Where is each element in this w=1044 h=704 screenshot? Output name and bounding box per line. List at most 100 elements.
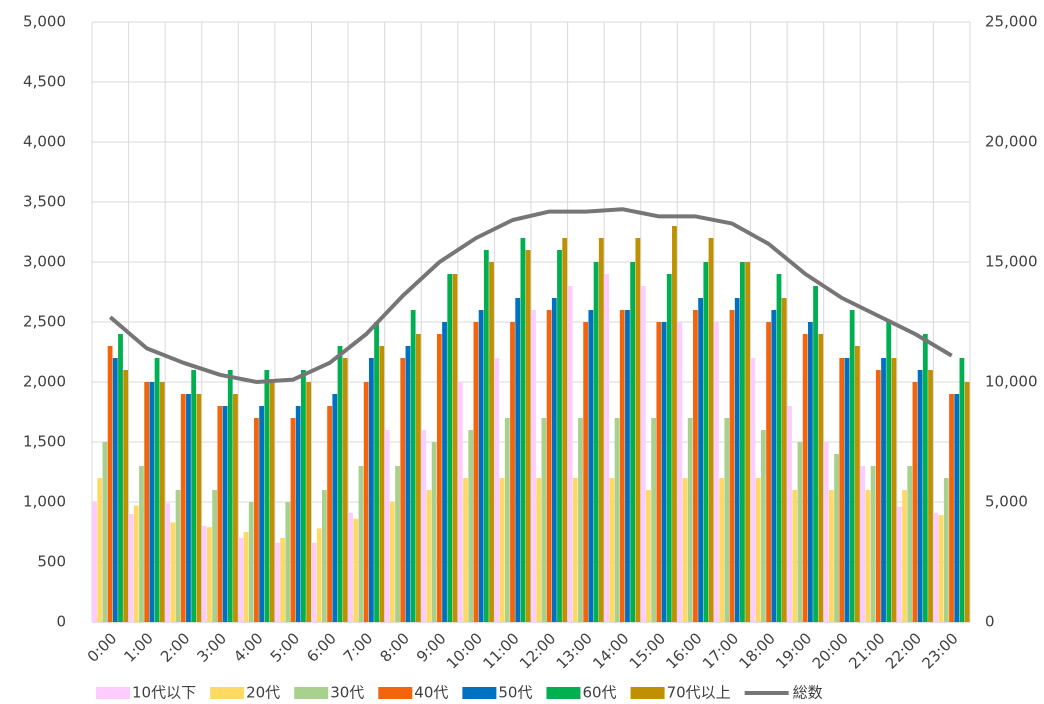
x-tick-label: 1:00	[120, 629, 157, 666]
bar	[875, 370, 881, 622]
y-tick-label: 4,500	[23, 73, 66, 91]
bar	[531, 310, 536, 622]
x-tick-label: 12:00	[516, 629, 559, 672]
bar	[175, 490, 181, 622]
bar	[342, 358, 348, 622]
bar	[551, 298, 557, 622]
bar	[760, 430, 766, 622]
bar	[363, 382, 369, 622]
legend-label: 総数	[793, 684, 823, 702]
legend-swatch	[96, 687, 130, 699]
y2-tick-label: 15,000	[985, 253, 1038, 271]
legend-label: 20代	[246, 684, 280, 702]
bar	[609, 478, 615, 622]
bar	[217, 406, 223, 622]
bar	[656, 322, 662, 622]
x-tick-label: 23:00	[918, 629, 961, 672]
bar	[849, 310, 855, 622]
bar	[557, 250, 562, 622]
bar	[405, 346, 411, 622]
bar	[395, 466, 400, 622]
y2-tick-label: 25,000	[985, 13, 1038, 31]
bar	[102, 442, 108, 622]
bar	[823, 442, 829, 622]
bar	[860, 466, 866, 622]
bar	[290, 418, 296, 622]
bar	[938, 515, 944, 622]
bar	[499, 478, 505, 622]
x-tick-label: 6:00	[303, 629, 340, 666]
bar	[646, 490, 651, 622]
legend-label: 70代以上	[667, 684, 731, 702]
bar	[186, 394, 191, 622]
bar	[222, 406, 228, 622]
bar	[170, 522, 176, 622]
bar	[687, 418, 693, 622]
bar	[311, 542, 317, 622]
bar	[468, 430, 474, 622]
x-tick-label: 18:00	[736, 629, 779, 672]
bar	[504, 418, 510, 622]
bar	[891, 358, 897, 622]
bar	[107, 346, 113, 622]
bar	[672, 226, 677, 622]
y-tick-label: 0	[56, 613, 66, 631]
bar	[452, 274, 458, 622]
bar	[410, 310, 416, 622]
y-tick-label: 1,500	[23, 433, 66, 451]
bar	[510, 322, 515, 622]
bar	[734, 298, 740, 622]
bar	[159, 382, 165, 622]
bar	[719, 478, 725, 622]
bar	[578, 418, 583, 622]
bar	[802, 334, 808, 622]
bar	[661, 322, 667, 622]
y2-tick-label: 5,000	[985, 493, 1028, 511]
bar	[112, 358, 118, 622]
legend-swatch	[546, 687, 581, 699]
bar	[421, 430, 427, 622]
bar	[729, 310, 735, 622]
bar	[483, 250, 489, 622]
bar	[865, 490, 871, 622]
bar	[651, 418, 657, 622]
bar	[881, 358, 886, 622]
bar	[640, 286, 646, 622]
bar	[123, 370, 129, 622]
legend-label: 10代以下	[132, 684, 196, 702]
x-tick-label: 3:00	[194, 629, 231, 666]
bar	[766, 322, 771, 622]
y2-tick-label: 0	[985, 613, 995, 631]
bar	[630, 262, 636, 622]
y-tick-label: 4,000	[23, 133, 66, 151]
bar	[295, 406, 301, 622]
bar	[896, 506, 902, 622]
x-tick-label: 20:00	[809, 629, 852, 672]
bar	[666, 274, 672, 622]
x-tick-label: 16:00	[662, 629, 705, 672]
x-tick-label: 13:00	[553, 629, 596, 672]
bar	[368, 358, 374, 622]
bar	[844, 358, 850, 622]
bar	[515, 298, 521, 622]
bar	[426, 490, 432, 622]
bar	[593, 262, 599, 622]
bar	[353, 518, 359, 622]
bar	[943, 478, 949, 622]
y-tick-label: 5,000	[23, 13, 66, 31]
bar	[917, 370, 923, 622]
y-tick-label: 500	[37, 553, 66, 571]
bar	[238, 538, 244, 622]
bar	[92, 502, 97, 622]
x-tick-label: 19:00	[772, 629, 815, 672]
bar	[243, 532, 249, 622]
bar	[740, 262, 745, 622]
bar	[97, 478, 103, 622]
bar	[478, 310, 484, 622]
bar	[870, 466, 876, 622]
bar	[902, 490, 907, 622]
bar	[562, 238, 568, 622]
bar	[750, 358, 756, 622]
bar	[144, 382, 150, 622]
